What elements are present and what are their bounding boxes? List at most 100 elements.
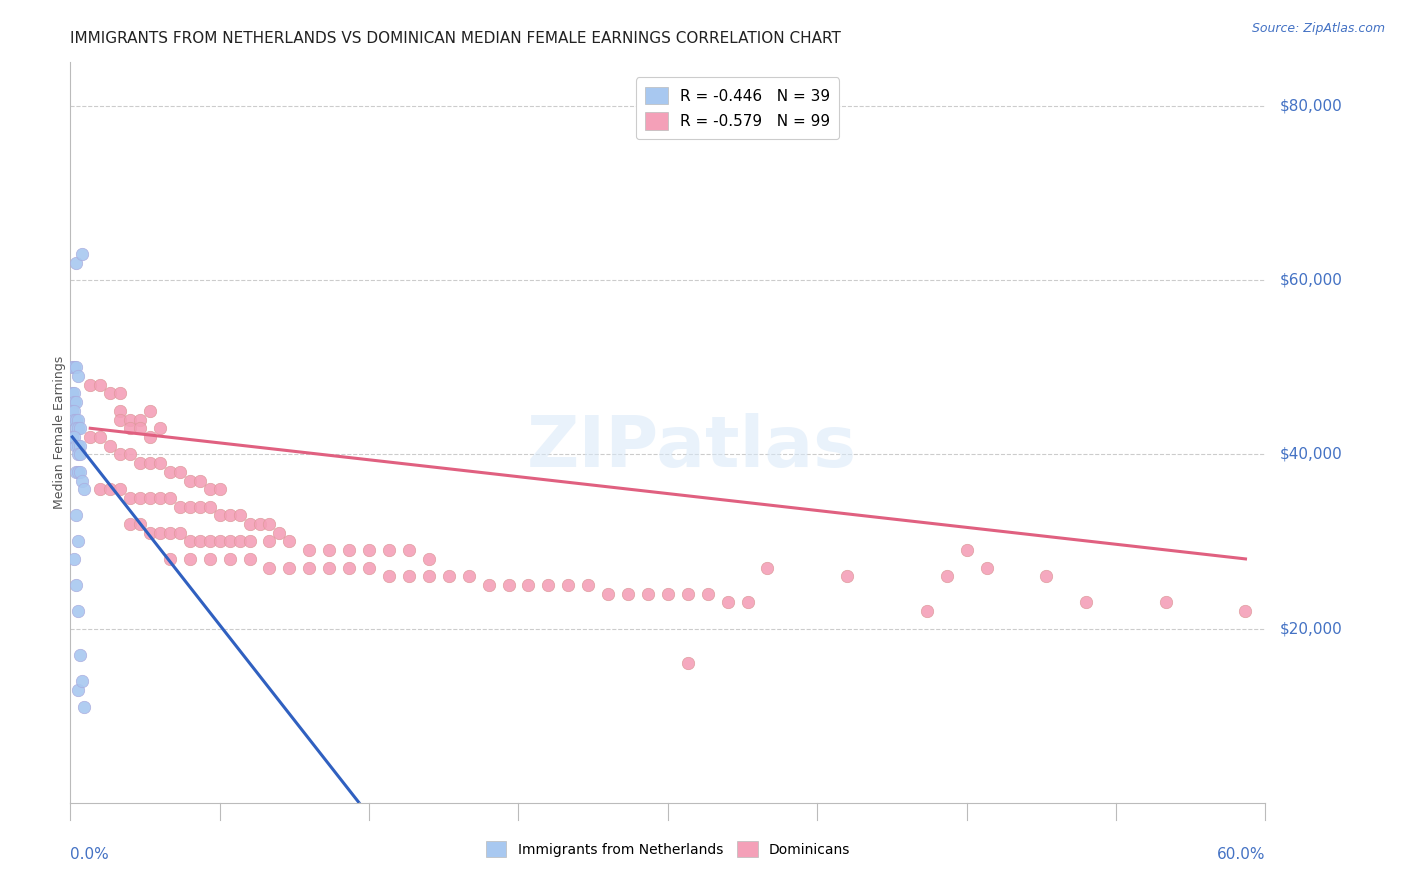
Point <box>63 552 86 566</box>
Point <box>557 578 579 592</box>
Point <box>228 508 250 523</box>
Point <box>139 525 162 540</box>
Point <box>149 525 172 540</box>
Point <box>378 543 401 558</box>
Point <box>70 247 93 261</box>
Point <box>208 534 231 549</box>
Point <box>169 525 191 540</box>
Point <box>89 482 111 496</box>
Point <box>239 517 262 532</box>
Point <box>198 500 221 514</box>
Point <box>108 447 131 461</box>
Point <box>139 430 162 444</box>
Point <box>108 412 131 426</box>
Point <box>278 534 301 549</box>
Point <box>79 377 101 392</box>
Point <box>98 439 121 453</box>
Point <box>65 256 87 270</box>
Point <box>149 421 172 435</box>
Point <box>637 587 659 601</box>
Point <box>69 447 91 461</box>
Point <box>198 482 221 496</box>
Point <box>65 421 87 435</box>
Point <box>259 560 281 574</box>
Point <box>437 569 460 583</box>
Point <box>129 491 152 505</box>
Point <box>67 369 90 384</box>
Point <box>179 534 201 549</box>
Text: ZIPatlas: ZIPatlas <box>527 413 856 482</box>
Text: $60,000: $60,000 <box>1279 273 1343 288</box>
Point <box>915 604 938 618</box>
Point <box>159 465 181 479</box>
Point <box>617 587 640 601</box>
Point <box>159 552 181 566</box>
Point <box>239 534 262 549</box>
Point <box>208 508 231 523</box>
Point <box>935 569 957 583</box>
Point <box>67 447 90 461</box>
Point <box>418 569 440 583</box>
Point <box>129 421 152 435</box>
Point <box>218 534 240 549</box>
Point <box>337 560 360 574</box>
Point <box>70 673 93 688</box>
Point <box>120 517 141 532</box>
Text: IMMIGRANTS FROM NETHERLANDS VS DOMINICAN MEDIAN FEMALE EARNINGS CORRELATION CHAR: IMMIGRANTS FROM NETHERLANDS VS DOMINICAN… <box>70 31 841 46</box>
Point <box>89 430 111 444</box>
Point <box>478 578 501 592</box>
Point <box>398 543 420 558</box>
Point <box>139 491 162 505</box>
Point <box>108 404 131 418</box>
Point <box>129 456 152 470</box>
Point <box>67 682 90 697</box>
Point <box>498 578 520 592</box>
Point <box>67 412 90 426</box>
Point <box>139 456 162 470</box>
Point <box>108 482 131 496</box>
Point <box>69 421 91 435</box>
Point <box>65 465 87 479</box>
Point <box>337 543 360 558</box>
Point <box>63 412 86 426</box>
Point <box>278 560 301 574</box>
Point <box>63 360 86 375</box>
Point <box>208 482 231 496</box>
Point <box>65 395 87 409</box>
Point <box>676 657 699 671</box>
Point <box>73 482 96 496</box>
Point <box>598 587 620 601</box>
Point <box>120 421 141 435</box>
Point <box>298 560 321 574</box>
Point <box>737 595 759 609</box>
Point <box>69 648 91 662</box>
Point <box>318 560 340 574</box>
Point <box>259 534 281 549</box>
Point <box>65 439 87 453</box>
Point <box>657 587 679 601</box>
Text: $80,000: $80,000 <box>1279 98 1343 113</box>
Point <box>298 543 321 558</box>
Point <box>318 543 340 558</box>
Point <box>756 560 779 574</box>
Point <box>188 534 211 549</box>
Y-axis label: Median Female Earnings: Median Female Earnings <box>52 356 66 509</box>
Point <box>98 482 121 496</box>
Point <box>198 552 221 566</box>
Text: $20,000: $20,000 <box>1279 621 1343 636</box>
Text: 60.0%: 60.0% <box>1218 847 1265 863</box>
Point <box>359 560 381 574</box>
Point <box>60 386 83 401</box>
Point <box>70 474 93 488</box>
Point <box>67 534 90 549</box>
Point <box>69 439 91 453</box>
Point <box>1154 595 1177 609</box>
Point <box>63 386 86 401</box>
Point <box>717 595 740 609</box>
Point <box>378 569 401 583</box>
Point <box>188 474 211 488</box>
Point <box>129 517 152 532</box>
Point <box>65 578 87 592</box>
Point <box>60 360 83 375</box>
Point <box>129 412 152 426</box>
